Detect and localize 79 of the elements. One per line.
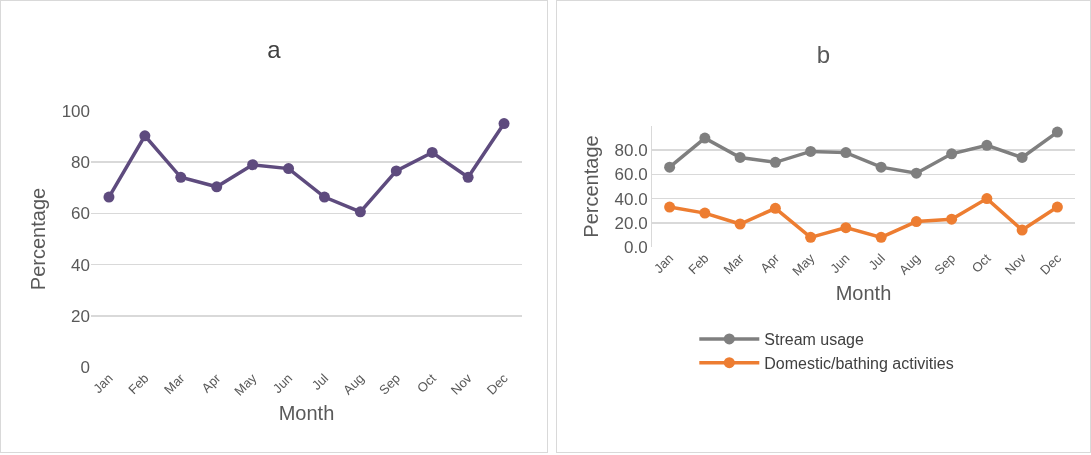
- point: [318, 191, 330, 203]
- point: [211, 181, 223, 193]
- point: [354, 206, 366, 218]
- point: [769, 202, 781, 214]
- chart-title: a: [267, 36, 282, 64]
- x-tick-label: Nov: [1001, 250, 1030, 278]
- point: [946, 213, 958, 225]
- point: [734, 218, 746, 230]
- legend-label: Stream usage: [764, 331, 865, 349]
- point: [247, 159, 259, 171]
- point: [139, 130, 151, 142]
- x-tick-label: Feb: [125, 370, 152, 398]
- point: [699, 132, 711, 144]
- point: [805, 145, 817, 157]
- point: [283, 163, 295, 175]
- x-tick-label: Aug: [896, 250, 924, 278]
- x-tick-label: Jun: [269, 370, 296, 397]
- point: [981, 139, 993, 151]
- point: [840, 222, 852, 234]
- point: [769, 156, 781, 168]
- point: [426, 146, 438, 158]
- legend-label: Domestic/bathing activities: [764, 354, 954, 372]
- y-tick-label: 0: [80, 357, 90, 377]
- y-tick-label: 20: [71, 306, 90, 326]
- point: [664, 161, 676, 173]
- x-tick-label: Jan: [650, 250, 677, 277]
- x-tick-label: Aug: [340, 370, 368, 398]
- x-axis-title: Month: [278, 402, 335, 425]
- point: [981, 193, 993, 205]
- y-tick-label: 100: [61, 101, 90, 121]
- point: [875, 231, 887, 243]
- y-tick-label: 40.0: [614, 189, 648, 209]
- x-tick-label: Dec: [1037, 250, 1065, 278]
- x-tick-label: May: [789, 250, 818, 279]
- y-axis-title: Percentage: [580, 135, 603, 238]
- point: [103, 191, 115, 203]
- point: [946, 148, 958, 160]
- point: [910, 167, 922, 179]
- point: [734, 151, 746, 163]
- x-tick-label: Mar: [720, 250, 748, 278]
- x-axis-title: Month: [835, 282, 892, 305]
- point: [1051, 126, 1063, 138]
- x-tick-label: Sep: [376, 370, 404, 398]
- x-tick-label: Jun: [827, 250, 853, 277]
- point: [390, 165, 402, 177]
- y-tick-label: 40: [71, 255, 90, 275]
- point: [875, 161, 887, 173]
- x-tick-label: May: [231, 370, 260, 399]
- y-tick-label: 60.0: [614, 165, 648, 185]
- point: [664, 201, 676, 213]
- point: [840, 147, 852, 159]
- point: [910, 216, 922, 228]
- x-tick-label: Sep: [931, 250, 959, 278]
- x-tick-label: Oct: [414, 370, 440, 396]
- x-tick-label: Nov: [447, 370, 476, 398]
- y-tick-label: 60: [71, 204, 90, 224]
- y-tick-label: 0.0: [623, 237, 648, 257]
- y-tick-label: 80.0: [614, 141, 648, 161]
- y-axis-title: Percentage: [27, 187, 50, 291]
- chart-title: b: [816, 40, 831, 68]
- point: [462, 171, 474, 183]
- x-tick-label: Apr: [757, 250, 783, 276]
- x-tick-label: Apr: [198, 370, 224, 396]
- point: [498, 118, 510, 130]
- x-tick-label: Oct: [968, 250, 994, 276]
- point: [175, 171, 187, 183]
- point: [805, 231, 817, 243]
- y-tick-label: 80: [71, 153, 90, 173]
- x-tick-label: Jul: [308, 370, 332, 393]
- point: [699, 207, 711, 219]
- x-tick-label: Feb: [685, 250, 712, 278]
- point: [1016, 224, 1028, 236]
- x-tick-label: Mar: [161, 370, 188, 398]
- point: [1016, 151, 1028, 163]
- x-tick-label: Jan: [90, 370, 116, 397]
- y-tick-label: 20.0: [614, 213, 648, 233]
- point: [1051, 201, 1063, 213]
- x-tick-label: Jul: [865, 250, 888, 273]
- x-tick-label: Dec: [483, 370, 512, 398]
